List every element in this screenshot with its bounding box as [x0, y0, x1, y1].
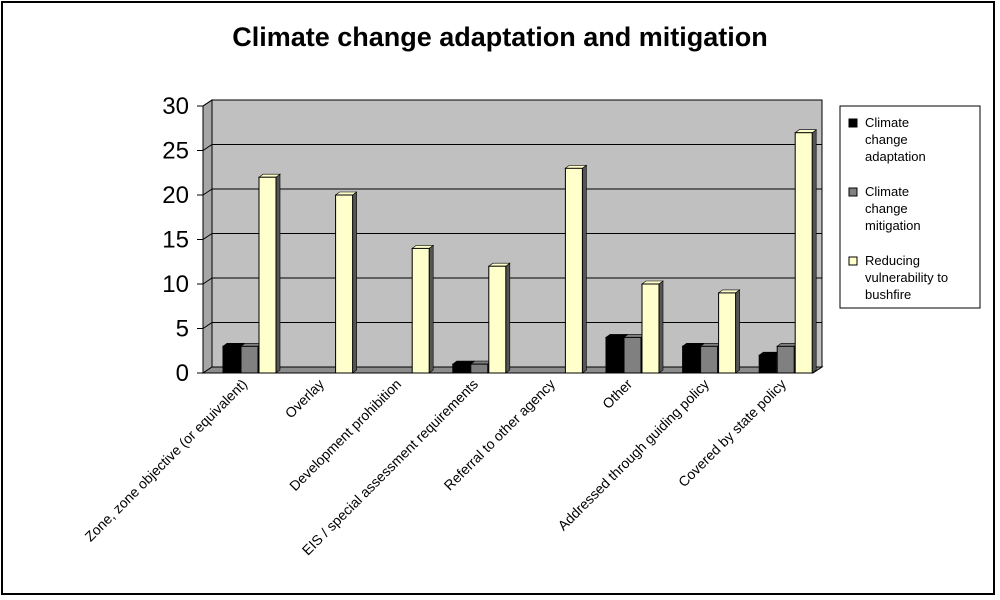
bar-side — [658, 280, 664, 374]
legend-label: adaptation — [865, 149, 926, 164]
legend-label: Reducing — [865, 253, 920, 268]
bar — [470, 363, 489, 374]
legend-swatch — [848, 187, 858, 197]
y-tick-label: 30 — [162, 93, 189, 120]
legend-swatch — [848, 118, 858, 128]
bar-side — [811, 129, 817, 374]
bar — [700, 345, 719, 374]
chart-title: Climate change adaptation and mitigation — [232, 22, 768, 52]
bar-side — [582, 164, 587, 374]
x-tick-label: Zone, zone objective (or equivalent) — [81, 376, 250, 545]
bar — [682, 345, 701, 374]
x-tick-label: Overlay — [282, 376, 327, 421]
bar — [452, 363, 471, 374]
bar — [564, 167, 583, 374]
gridline-depth — [202, 233, 213, 240]
bar-side — [275, 173, 281, 374]
gridline-depth — [202, 277, 213, 285]
bar — [641, 283, 660, 374]
bar — [605, 336, 624, 374]
y-tick-label: 20 — [162, 182, 189, 209]
legend-label: Climate — [865, 115, 909, 130]
bar — [411, 247, 430, 374]
y-tick-label: 25 — [162, 138, 189, 165]
y-tick-label: 15 — [162, 227, 189, 254]
bar — [623, 336, 642, 374]
bar-side — [505, 262, 511, 374]
bar — [488, 265, 507, 374]
gridline-depth — [202, 144, 213, 151]
legend-label: bushfire — [865, 287, 911, 302]
legend-label: mitigation — [865, 218, 921, 233]
x-tick-label: Addressed through guiding policy — [554, 376, 712, 534]
legend: Climate change adaptation Climate change miti… — [839, 105, 981, 309]
legend-box — [839, 105, 981, 309]
legend-label: vulnerability to — [865, 270, 948, 285]
bar — [776, 345, 795, 374]
bar — [794, 132, 813, 374]
legend-label: change — [865, 132, 908, 147]
y-tick-label: 0 — [176, 360, 189, 387]
bar-side — [352, 191, 357, 374]
plot-area-group: 0 5 10 15 20 25 30 Zone, zone objective (or equ… — [81, 93, 824, 558]
legend-label: change — [865, 201, 908, 216]
legend-label: Climate — [865, 184, 909, 199]
bar-side — [735, 289, 740, 374]
x-tick-label: EIS / special assessment requirements — [299, 376, 481, 558]
bar — [335, 194, 354, 374]
y-tick-label: 10 — [162, 271, 189, 298]
bar — [758, 354, 777, 374]
bar — [718, 292, 737, 374]
bar — [240, 345, 259, 374]
legend-swatch — [848, 256, 858, 266]
x-tick-label: Other — [599, 376, 635, 412]
gridline-depth — [202, 322, 213, 329]
bar-side — [428, 244, 434, 374]
y-tick-label: 5 — [176, 316, 189, 343]
bar — [258, 176, 277, 374]
gridline-depth — [202, 188, 213, 196]
gridline-depth — [202, 99, 213, 107]
bar — [222, 345, 241, 374]
